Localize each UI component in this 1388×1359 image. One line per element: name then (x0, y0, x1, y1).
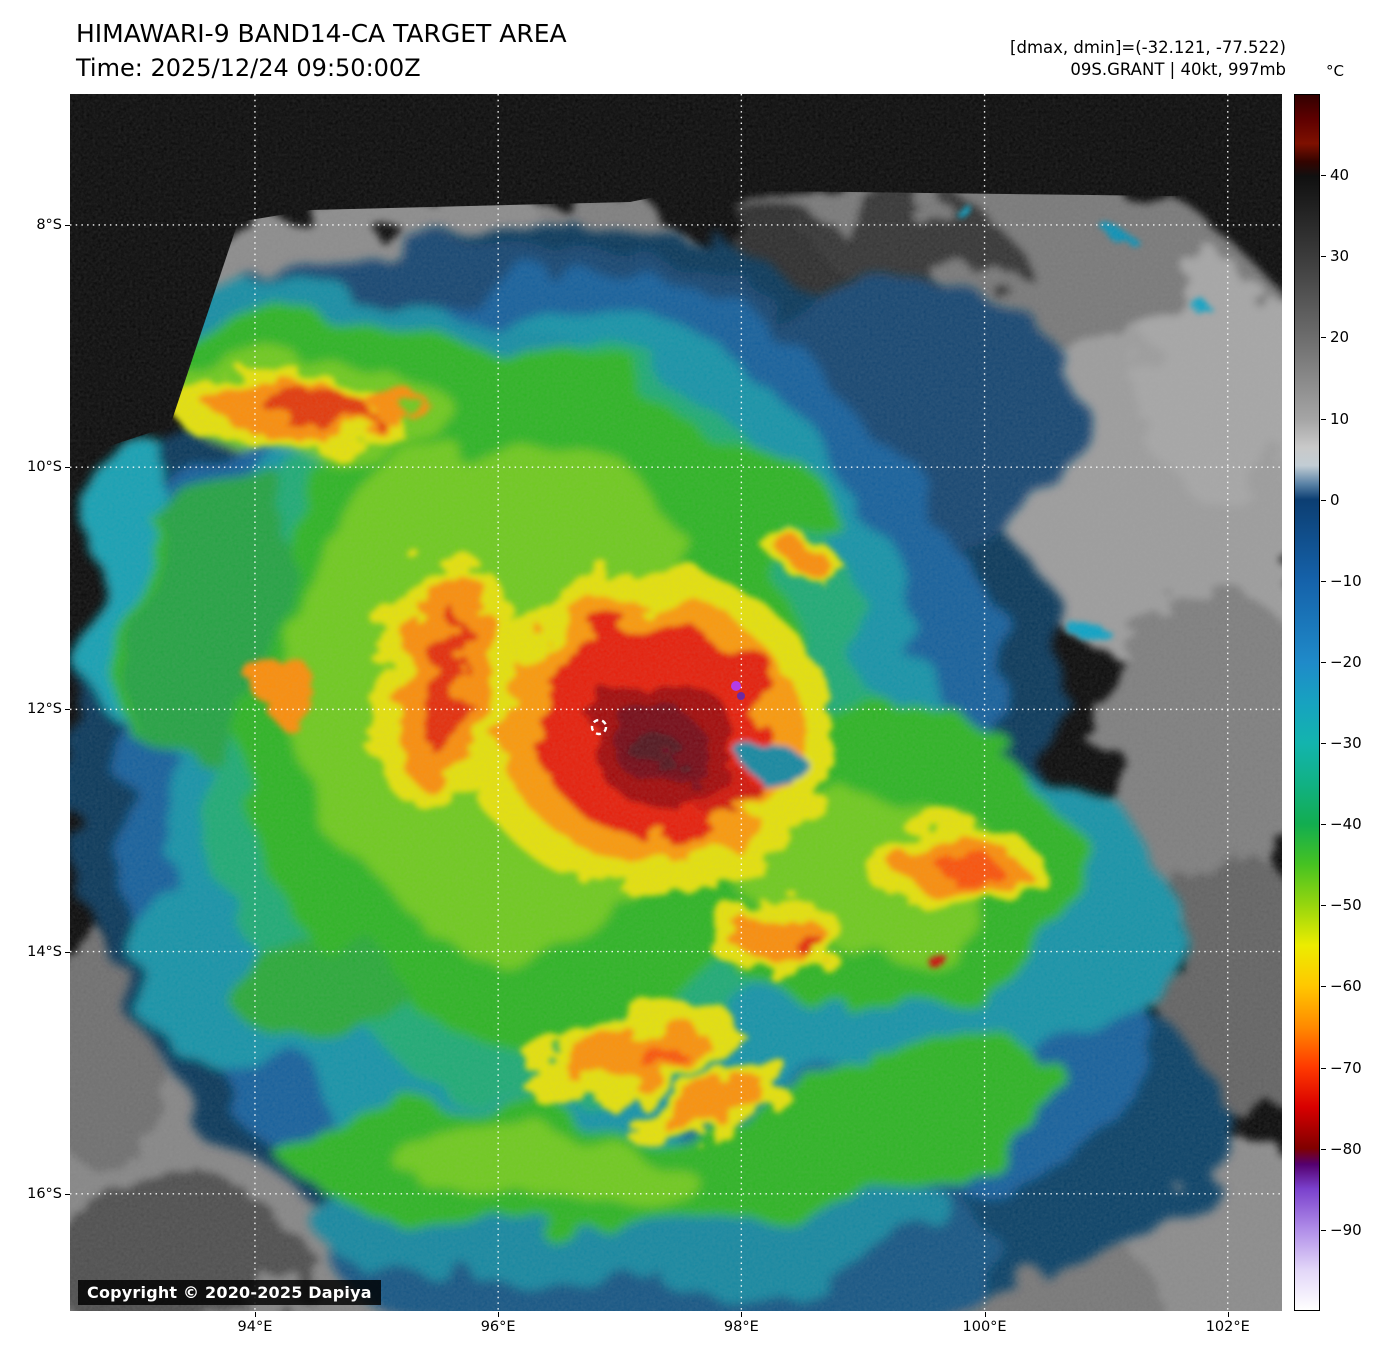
lat-tickmark (65, 224, 70, 226)
lat-tickmark (65, 951, 70, 953)
colorbar-tick-label: −90 (1330, 1220, 1362, 1239)
lon-label: 102°E (1205, 1319, 1250, 1335)
lat-label: 14°S (27, 943, 62, 960)
colorbar-tick (1321, 175, 1326, 177)
lon-label: 94°E (237, 1319, 273, 1335)
lon-label: 100°E (962, 1319, 1007, 1335)
colorbar-tick-label: 10 (1330, 409, 1350, 428)
colorbar-tick-label: 20 (1330, 328, 1350, 347)
lat-tickmark (65, 467, 70, 469)
dmax-dmin-label: [dmax, dmin]=(-32.121, -77.522) (1010, 38, 1286, 57)
colorbar-tick (1321, 1229, 1326, 1231)
colorbar-tick (1321, 337, 1326, 339)
colorbar (1294, 94, 1320, 1311)
lon-tickmark (984, 1312, 986, 1317)
lon-tickmark (254, 1312, 256, 1317)
colorbar-unit-label: °C (1326, 62, 1344, 80)
sensor-noise-overlay (70, 94, 1282, 1311)
colorbar-tick-label: −40 (1330, 815, 1362, 834)
lon-label: 98°E (723, 1319, 759, 1335)
lon-tickmark (741, 1312, 743, 1317)
colorbar-tick (1321, 743, 1326, 745)
lon-tickmark (1227, 1312, 1229, 1317)
colorbar-tick (1321, 580, 1326, 582)
colorbar-tick (1321, 986, 1326, 988)
lat-label: 12°S (27, 701, 62, 718)
lat-label: 8°S (36, 216, 62, 233)
page-title: HIMAWARI-9 BAND14-CA TARGET AREA (76, 19, 567, 48)
lon-tickmark (498, 1312, 500, 1317)
copyright-label: Copyright © 2020-2025 Dapiya (78, 1280, 381, 1305)
satellite-map: Copyright © 2020-2025 Dapiya (70, 94, 1282, 1311)
lat-label: 16°S (27, 1185, 62, 1202)
latlon-gridlines (70, 94, 1282, 1311)
colorbar-tick-label: −60 (1330, 977, 1362, 996)
colorbar-tick-label: 0 (1330, 490, 1340, 509)
colorbar-tick (1321, 1148, 1326, 1150)
lat-tickmark (65, 1193, 70, 1195)
colorbar-tick-label: −80 (1330, 1139, 1362, 1158)
colorbar-tick-label: 30 (1330, 247, 1350, 266)
colorbar-tick-label: −70 (1330, 1058, 1362, 1077)
colorbar-tick-label: −50 (1330, 896, 1362, 915)
colorbar-tick (1321, 905, 1326, 907)
colorbar-tick-label: −10 (1330, 571, 1362, 590)
satellite-image (70, 94, 1282, 1311)
time-label: Time: 2025/12/24 09:50:00Z (76, 54, 421, 82)
colorbar-tick-label: 40 (1330, 166, 1350, 185)
colorbar-tick-label: −20 (1330, 652, 1362, 671)
colorbar-tick (1321, 256, 1326, 258)
lat-tickmark (65, 709, 70, 711)
storm-center-marker (590, 681, 745, 736)
colorbar-tick (1321, 418, 1326, 420)
colorbar-tick (1321, 1067, 1326, 1069)
colorbar-tick-label: −30 (1330, 734, 1362, 753)
colorbar-tick (1321, 824, 1326, 826)
colorbar-tick (1321, 499, 1326, 501)
colorbar-tick (1321, 661, 1326, 663)
lat-label: 10°S (27, 459, 62, 476)
lon-label: 96°E (480, 1319, 516, 1335)
storm-intensity-label: 09S.GRANT | 40kt, 997mb (1070, 60, 1286, 79)
storm-metadata: [dmax, dmin]=(-32.121, -77.522) 09S.GRAN… (1010, 37, 1286, 81)
